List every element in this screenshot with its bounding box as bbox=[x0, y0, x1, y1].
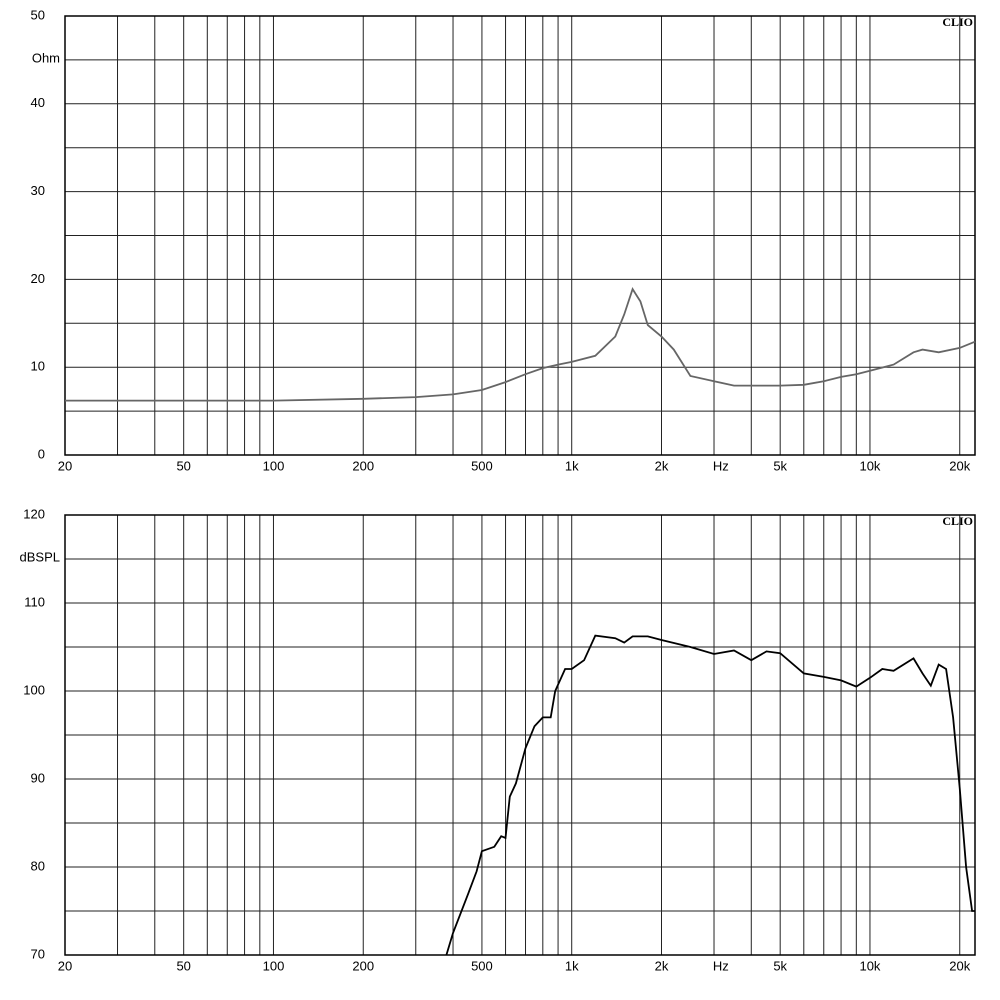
x-tick-label: 20k bbox=[949, 458, 970, 473]
x-tick-label: 5k bbox=[773, 458, 787, 473]
y-tick-label: 90 bbox=[31, 770, 45, 785]
y-tick-label: 110 bbox=[24, 594, 45, 609]
x-tick-label: 20k bbox=[949, 958, 970, 973]
x-axis-label: Hz bbox=[713, 458, 729, 473]
y-tick-label: 120 bbox=[23, 506, 45, 521]
y-tick-label: 30 bbox=[31, 183, 45, 198]
x-tick-label: 500 bbox=[471, 458, 493, 473]
x-tick-label: 100 bbox=[263, 958, 285, 973]
x-tick-label: 1k bbox=[565, 458, 579, 473]
y-tick-label: 40 bbox=[31, 95, 45, 110]
y-tick-label: 80 bbox=[31, 858, 45, 873]
x-tick-label: 100 bbox=[263, 458, 285, 473]
brand: CLIO bbox=[942, 514, 973, 528]
x-tick-label: 500 bbox=[471, 958, 493, 973]
x-tick-label: 2k bbox=[655, 458, 669, 473]
y-axis-label: Ohm bbox=[32, 50, 60, 65]
data-line bbox=[445, 634, 975, 956]
y-tick-label: 100 bbox=[23, 682, 45, 697]
x-tick-label: 50 bbox=[176, 958, 190, 973]
y-tick-label: 70 bbox=[31, 946, 45, 961]
y-tick-label: 50 bbox=[31, 7, 45, 22]
x-tick-label: 10k bbox=[859, 958, 880, 973]
x-tick-label: 10k bbox=[859, 458, 880, 473]
plot-frame bbox=[64, 15, 976, 456]
y-tick-label: 0 bbox=[38, 446, 45, 461]
x-tick-label: 200 bbox=[352, 458, 374, 473]
brand: CLIO bbox=[942, 15, 973, 29]
x-tick-label: 1k bbox=[565, 958, 579, 973]
x-tick-label: 20 bbox=[58, 458, 72, 473]
data-line bbox=[65, 287, 976, 402]
y-tick-label: 10 bbox=[31, 359, 45, 374]
x-tick-label: 5k bbox=[773, 958, 787, 973]
x-tick-label: 50 bbox=[176, 458, 190, 473]
x-tick-label: 20 bbox=[58, 958, 72, 973]
x-tick-label: 2k bbox=[655, 958, 669, 973]
y-tick-label: 20 bbox=[31, 271, 45, 286]
plot-frame bbox=[64, 514, 976, 956]
x-tick-label: 200 bbox=[352, 958, 374, 973]
y-axis-label: dBSPL bbox=[20, 549, 60, 564]
x-axis-label: Hz bbox=[713, 958, 729, 973]
